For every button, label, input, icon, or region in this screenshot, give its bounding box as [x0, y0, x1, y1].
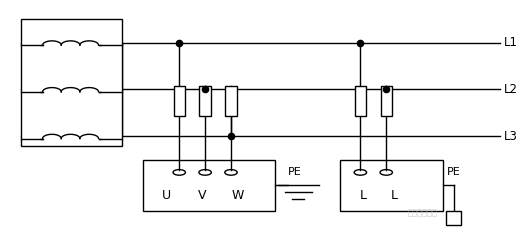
Bar — [143, 160, 275, 211]
Text: V: V — [198, 189, 207, 202]
Bar — [226, 86, 236, 116]
Text: PE: PE — [447, 167, 460, 177]
Bar — [199, 86, 211, 116]
Bar — [340, 160, 443, 211]
Text: L: L — [360, 189, 366, 202]
Bar — [21, 19, 122, 145]
Text: L1: L1 — [504, 36, 518, 49]
Bar — [173, 86, 185, 116]
Bar — [381, 86, 392, 116]
Text: U: U — [162, 189, 171, 202]
Text: L: L — [390, 189, 398, 202]
Bar — [446, 211, 461, 225]
Text: 电工电气学习: 电工电气学习 — [408, 209, 437, 218]
Text: L3: L3 — [504, 130, 518, 143]
Text: L2: L2 — [504, 83, 518, 96]
Text: PE: PE — [288, 167, 302, 177]
Text: W: W — [232, 189, 244, 202]
Bar — [354, 86, 366, 116]
